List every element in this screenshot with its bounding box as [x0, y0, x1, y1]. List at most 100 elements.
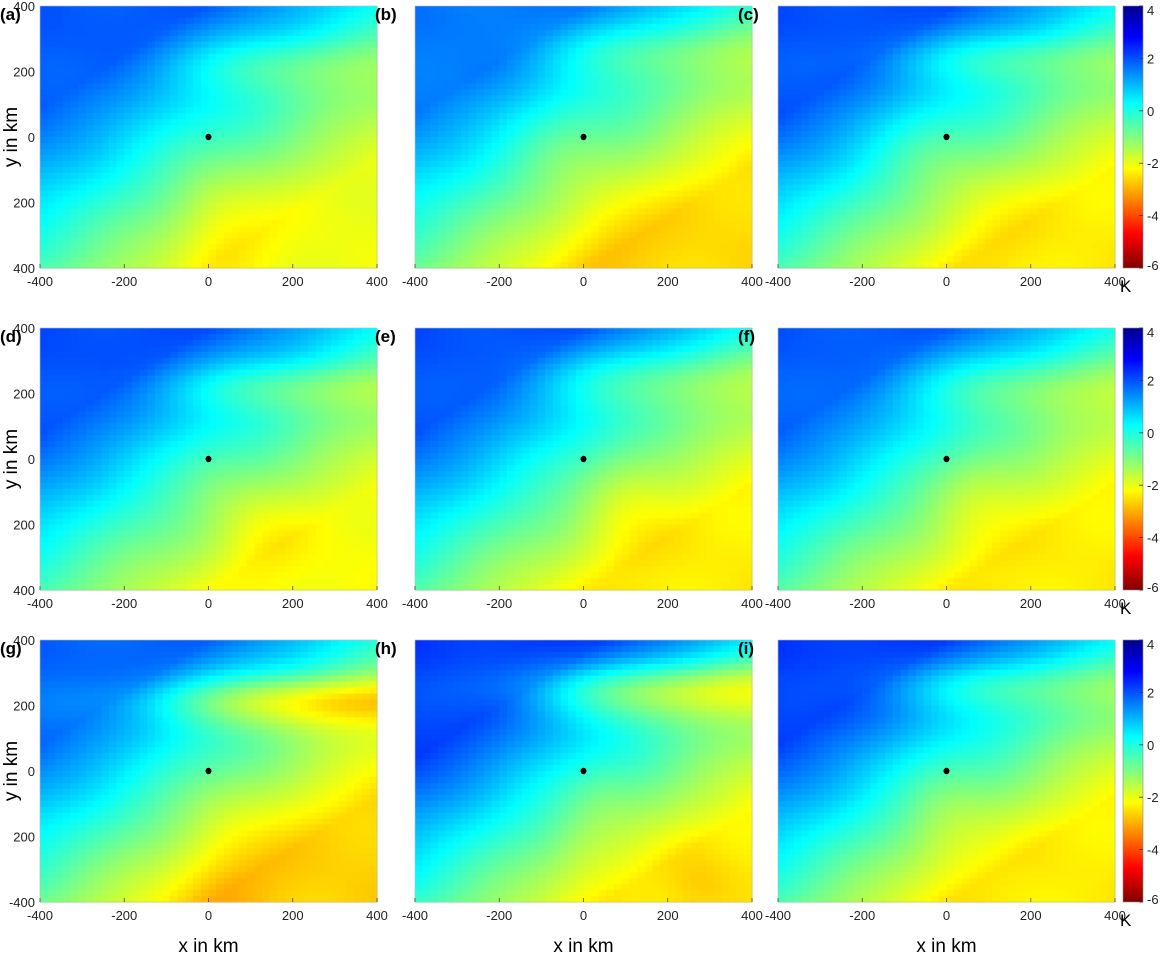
heat-cell	[254, 208, 263, 215]
heat-cell	[40, 244, 49, 251]
heat-cell	[476, 77, 485, 84]
heat-cell	[862, 154, 871, 162]
heat-cell	[793, 65, 802, 73]
heat-cell	[744, 244, 753, 251]
heat-cell	[660, 137, 669, 144]
heat-cell	[292, 214, 302, 221]
heat-cell	[575, 119, 585, 126]
heat-cell	[923, 77, 932, 84]
heat-cell	[162, 190, 171, 198]
heat-cell	[223, 208, 233, 215]
heat-cell	[308, 208, 317, 215]
heat-cell	[591, 35, 600, 43]
heat-cell	[323, 184, 332, 192]
heat-cell	[721, 142, 730, 150]
heat-cell	[721, 11, 730, 19]
heat-cell	[545, 47, 554, 55]
heat-cell	[70, 53, 79, 61]
heat-cell	[690, 71, 699, 79]
heat-cell	[583, 154, 592, 162]
heat-cell	[514, 125, 523, 132]
heat-cell	[637, 148, 646, 156]
heat-cell	[354, 6, 363, 13]
heat-cell	[62, 238, 72, 245]
heat-cell	[862, 262, 871, 269]
heat-cell	[729, 41, 738, 49]
heat-cell	[499, 238, 508, 245]
heat-cell	[816, 47, 825, 55]
heat-cell	[575, 17, 585, 25]
heat-cell	[315, 250, 324, 257]
heat-cell	[923, 125, 932, 132]
heat-cell	[869, 190, 879, 198]
heat-cell	[667, 190, 677, 198]
heat-cell	[101, 119, 110, 126]
heat-cell	[468, 35, 477, 43]
heat-cell	[591, 113, 600, 120]
heat-cell	[823, 119, 833, 126]
heat-cell	[839, 232, 848, 239]
heat-cell	[85, 41, 95, 49]
heat-cell	[437, 17, 447, 25]
heat-cell	[529, 166, 539, 174]
heat-cell	[491, 202, 500, 210]
heat-cell	[154, 89, 164, 96]
heat-cell	[729, 172, 738, 180]
heat-cell	[560, 244, 569, 251]
heat-cell	[216, 238, 225, 245]
heat-cell	[660, 238, 669, 245]
heat-cell	[816, 101, 825, 108]
heat-cell	[437, 184, 447, 192]
heat-cell	[131, 77, 141, 84]
heat-cell	[437, 131, 447, 138]
heat-cell	[315, 95, 324, 102]
heat-cell	[70, 244, 79, 251]
heat-cell	[938, 95, 948, 102]
heat-cell	[361, 166, 370, 174]
heat-cell	[139, 35, 148, 43]
heat-cell	[552, 11, 562, 19]
heat-cell	[591, 238, 600, 245]
heat-cell	[369, 11, 378, 19]
heat-cell	[683, 77, 692, 84]
heat-cell	[62, 142, 72, 150]
heat-cell	[537, 137, 546, 144]
heat-cell	[170, 178, 179, 186]
heat-cell	[846, 137, 856, 144]
heat-cell	[506, 196, 516, 204]
heat-cell	[683, 6, 692, 13]
heat-cell	[931, 142, 940, 150]
heat-cell	[170, 154, 179, 162]
heat-cell	[246, 71, 256, 79]
heat-cell	[736, 226, 745, 233]
heat-cell	[877, 172, 886, 180]
heat-cell	[124, 71, 133, 79]
heat-cell	[591, 226, 600, 233]
heat-cell	[139, 262, 148, 269]
heat-cell	[154, 256, 164, 263]
heat-cell	[338, 59, 347, 67]
heat-cell	[606, 142, 615, 150]
heat-cell	[415, 6, 424, 13]
heat-cell	[816, 107, 825, 114]
heat-cell	[560, 6, 569, 13]
heat-cell	[698, 17, 707, 25]
heat-cell	[690, 244, 699, 251]
heat-cell	[583, 190, 592, 198]
heat-cell	[606, 250, 615, 257]
heat-cell	[101, 41, 110, 49]
heat-cell	[514, 65, 523, 73]
heat-cell	[269, 107, 279, 114]
heat-cell	[415, 142, 424, 150]
heat-cell	[839, 244, 848, 251]
heat-cell	[483, 202, 493, 210]
heat-cell	[346, 29, 355, 37]
heat-cell	[568, 190, 577, 198]
heat-cell	[606, 125, 615, 132]
heat-cell	[422, 35, 431, 43]
heat-cell	[185, 71, 194, 79]
heat-cell	[437, 178, 447, 186]
heat-cell	[147, 148, 156, 156]
heat-cell	[583, 107, 592, 114]
heat-cell	[422, 71, 431, 79]
